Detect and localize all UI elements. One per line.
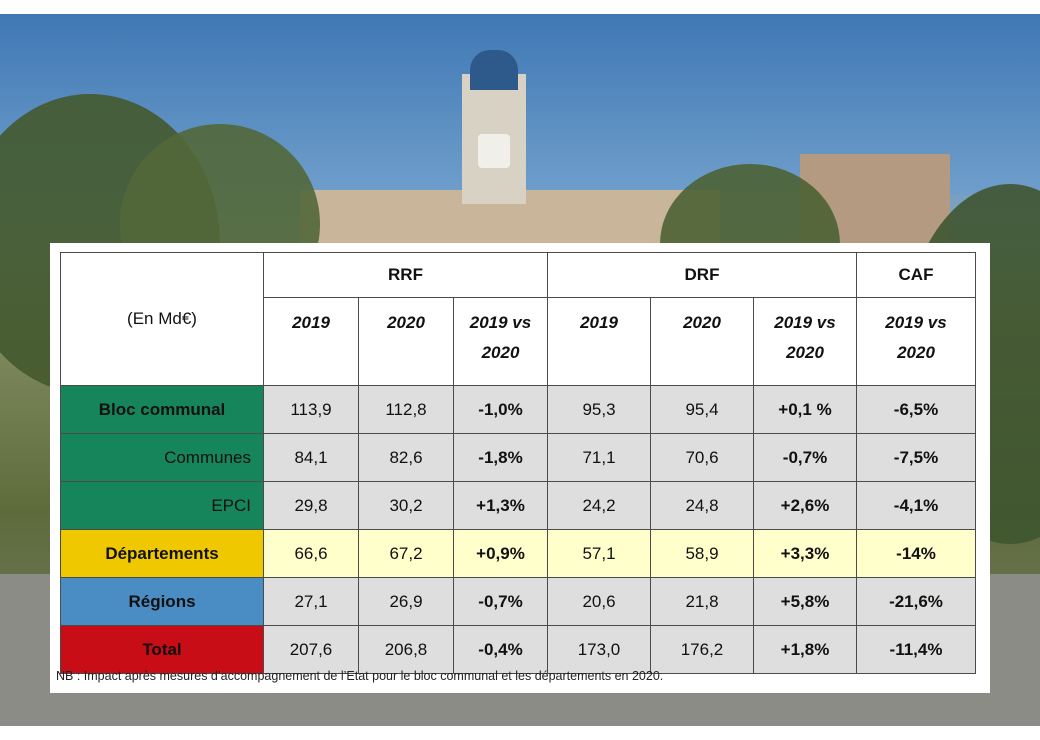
table-card: (En Md€) RRF DRF CAF 2019 2020 2019 vs 2… <box>50 243 990 693</box>
table-cell: +0,9% <box>453 529 548 578</box>
table-cell: 67,2 <box>358 529 454 578</box>
group-header-caf: CAF <box>856 252 976 298</box>
table-cell: 24,2 <box>547 481 651 530</box>
table-cell: 58,9 <box>650 529 754 578</box>
year-header: 2019 vs 2020 <box>856 297 976 386</box>
table-cell: 29,8 <box>263 481 359 530</box>
table-cell: +3,3% <box>753 529 857 578</box>
year-header: 2020 <box>650 297 754 386</box>
table-cell: 26,9 <box>358 577 454 626</box>
table-cell: -4,1% <box>856 481 976 530</box>
table-row: EPCI 29,8 30,2 +1,3% 24,2 24,8 +2,6% -4,… <box>60 481 976 530</box>
table-cell: 95,3 <box>547 385 651 434</box>
group-header-rrf: RRF <box>263 252 548 298</box>
row-label-epci: EPCI <box>60 481 264 530</box>
table-cell: 71,1 <box>547 433 651 482</box>
table-cell: -0,7% <box>453 577 548 626</box>
tower-roof <box>470 50 518 90</box>
year-header: 2020 <box>358 297 454 386</box>
year-header: 2019 vs 2020 <box>753 297 857 386</box>
table-cell: +1,8% <box>753 625 857 674</box>
table-cell: -21,6% <box>856 577 976 626</box>
table-cell: 70,6 <box>650 433 754 482</box>
row-label-bloc-communal: Bloc communal <box>60 385 264 434</box>
row-label-communes: Communes <box>60 433 264 482</box>
table-row: Départements 66,6 67,2 +0,9% 57,1 58,9 +… <box>60 529 976 578</box>
table-cell: -1,8% <box>453 433 548 482</box>
year-header: 2019 vs 2020 <box>453 297 548 386</box>
year-header: 2019 <box>547 297 651 386</box>
footnote: NB : Impact après mesures d’accompagneme… <box>56 669 664 683</box>
row-label-total: Total <box>60 625 264 674</box>
table-cell: 21,8 <box>650 577 754 626</box>
table-cell: +1,3% <box>453 481 548 530</box>
table-cell: +0,1 % <box>753 385 857 434</box>
table-cell: 20,6 <box>547 577 651 626</box>
row-label-regions: Régions <box>60 577 264 626</box>
table-row: Communes 84,1 82,6 -1,8% 71,1 70,6 -0,7%… <box>60 433 976 482</box>
table-cell: +5,8% <box>753 577 857 626</box>
year-header: 2019 <box>263 297 359 386</box>
table-cell: 82,6 <box>358 433 454 482</box>
table-cell: 173,0 <box>547 625 651 674</box>
table-cell: 95,4 <box>650 385 754 434</box>
unit-label: (En Md€) <box>60 252 264 386</box>
table-cell: 66,6 <box>263 529 359 578</box>
table-cell: -7,5% <box>856 433 976 482</box>
table-cell: 24,8 <box>650 481 754 530</box>
row-label-departements: Départements <box>60 529 264 578</box>
table-cell: -14% <box>856 529 976 578</box>
table-cell: -6,5% <box>856 385 976 434</box>
table-cell: -0,7% <box>753 433 857 482</box>
table-cell: 84,1 <box>263 433 359 482</box>
table-cell: 113,9 <box>263 385 359 434</box>
table-cell: -1,0% <box>453 385 548 434</box>
table-cell: 207,6 <box>263 625 359 674</box>
table-cell: 176,2 <box>650 625 754 674</box>
table-row: Total 207,6 206,8 -0,4% 173,0 176,2 +1,8… <box>60 625 976 674</box>
group-header-drf: DRF <box>547 252 857 298</box>
table-row: Bloc communal 113,9 112,8 -1,0% 95,3 95,… <box>60 385 976 434</box>
table-cell: 57,1 <box>547 529 651 578</box>
table-cell: -11,4% <box>856 625 976 674</box>
table-cell: 30,2 <box>358 481 454 530</box>
finance-table: (En Md€) RRF DRF CAF 2019 2020 2019 vs 2… <box>60 252 976 674</box>
table-cell: -0,4% <box>453 625 548 674</box>
table-row: Régions 27,1 26,9 -0,7% 20,6 21,8 +5,8% … <box>60 577 976 626</box>
table-cell: 27,1 <box>263 577 359 626</box>
table-cell: 206,8 <box>358 625 454 674</box>
table-cell: 112,8 <box>358 385 454 434</box>
table-cell: +2,6% <box>753 481 857 530</box>
clock-face <box>478 134 510 168</box>
